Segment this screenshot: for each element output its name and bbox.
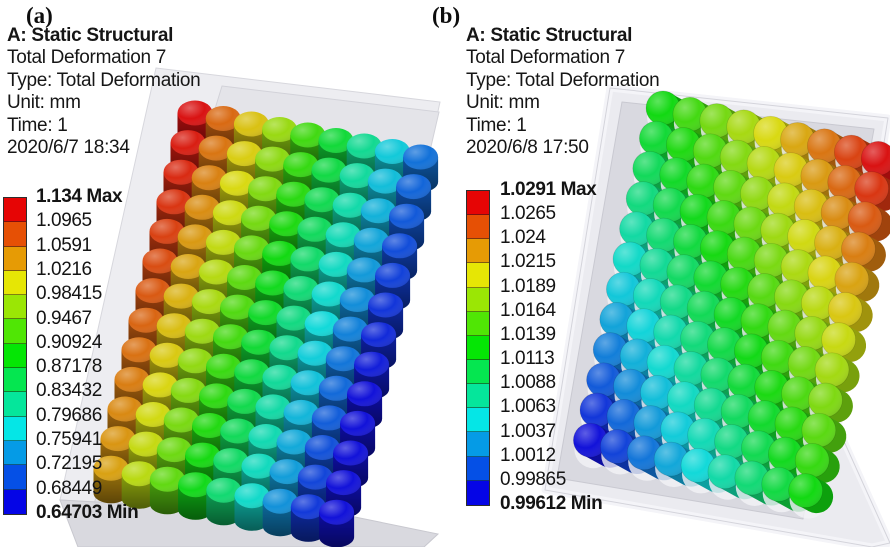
- result-name: Total Deformation 7: [7, 47, 167, 69]
- legend-band: [4, 489, 26, 514]
- tube: [847, 201, 890, 247]
- cylinder: [206, 477, 242, 526]
- tube: [854, 171, 890, 217]
- cylinder: [290, 494, 326, 542]
- legend-value-label: 0.75941: [36, 429, 102, 451]
- panel-label-b: (b): [432, 3, 461, 28]
- legend-value-label: 1.134 Max: [36, 186, 123, 207]
- legend-value-label: 1.0965: [36, 210, 92, 232]
- time-line: Time: 1: [7, 114, 68, 136]
- legend-band: [4, 343, 26, 369]
- legend-value-label: 1.0215: [500, 251, 556, 273]
- cylinder: [276, 181, 312, 230]
- legend-value-label: 1.0291 Max: [500, 179, 597, 200]
- legend-band: [467, 239, 489, 264]
- tube: [788, 473, 834, 519]
- legend-band: [4, 392, 26, 417]
- legend-band: [4, 368, 26, 393]
- legend-value-label: 1.0012: [500, 444, 556, 466]
- analysis-title: A: Static Structural: [7, 25, 174, 46]
- tube: [808, 382, 853, 428]
- legend-band: [4, 222, 26, 247]
- legend-colorbar-a: [3, 197, 27, 515]
- legend-value-label: 0.68449: [36, 477, 102, 499]
- unit-line: Unit: mm: [466, 92, 540, 114]
- analysis-title: A: Static Structural: [466, 25, 633, 46]
- legend-value-label: 1.0164: [500, 299, 556, 321]
- legend-band: [467, 215, 489, 240]
- legend-value-label: 0.90924: [36, 331, 102, 353]
- legend-value-label: 0.99612 Min: [500, 493, 603, 514]
- legend-value-label: 0.98415: [36, 283, 102, 305]
- legend-value-label: 1.0139: [500, 323, 556, 345]
- legend-value-label: 0.99865: [500, 468, 566, 490]
- legend-band: [467, 432, 489, 457]
- legend-band: [467, 359, 489, 385]
- unit-line: Unit: mm: [7, 92, 81, 114]
- cylinder: [93, 455, 129, 504]
- cylinder: [241, 205, 277, 254]
- datetime-line: 2020/6/8 17:50: [466, 137, 589, 159]
- cylinder: [319, 499, 355, 547]
- legend-band: [4, 416, 26, 441]
- legend-value-label: 0.64703 Min: [36, 502, 139, 523]
- legend-value-label: 1.0591: [36, 234, 92, 256]
- legend-value-label: 1.0265: [500, 203, 556, 225]
- legend-band: [467, 480, 489, 505]
- cylinder: [121, 461, 157, 509]
- legend-band: [467, 384, 489, 409]
- legend-band: [467, 335, 489, 360]
- legend-band: [467, 311, 489, 336]
- result-type: Type: Total Deformation: [7, 69, 201, 91]
- legend-value-label: 1.0189: [500, 275, 556, 297]
- cylinder: [178, 472, 214, 520]
- tube: [834, 261, 880, 308]
- legend-value-label: 1.0216: [36, 258, 92, 280]
- legend-band: [4, 198, 26, 223]
- panel-label-a: (a): [26, 3, 53, 28]
- cylinder: [213, 324, 249, 372]
- legend-band: [4, 270, 26, 296]
- time-line: Time: 1: [466, 114, 527, 136]
- result-header-a: A: Static Structural Total Deformation 7…: [7, 25, 201, 159]
- cylinder: [262, 488, 298, 537]
- cylinder: [149, 466, 185, 515]
- cylinder-grid-a: [93, 100, 439, 547]
- legend-value-label: 1.0113: [500, 348, 555, 370]
- legend-value-label: 1.0088: [500, 372, 556, 394]
- legend-band: [4, 295, 26, 320]
- result-name: Total Deformation 7: [466, 47, 626, 69]
- legend-band: [467, 287, 489, 312]
- legend-band: [467, 263, 489, 288]
- legend-value-label: 1.024: [500, 227, 546, 249]
- result-type: Type: Total Deformation: [466, 69, 660, 91]
- datetime-line: 2020/6/7 18:34: [7, 137, 130, 159]
- tube: [814, 352, 860, 398]
- legend-colorbar-b: [466, 190, 490, 506]
- legend-value-label: 0.72195: [36, 453, 102, 475]
- legend-value-label: 1.0037: [500, 420, 556, 442]
- legend-value-label: 0.9467: [36, 307, 92, 329]
- legend-band: [4, 465, 26, 490]
- cylinder: [234, 483, 270, 531]
- legend-band: [467, 408, 489, 433]
- result-header-b: A: Static Structural Total Deformation 7…: [466, 25, 660, 159]
- tube: [841, 231, 886, 277]
- legend-band: [467, 456, 489, 481]
- legend-band: [467, 191, 489, 216]
- legend-value-label: 0.83432: [36, 380, 102, 402]
- legend-band: [4, 319, 26, 344]
- legend-band: [4, 440, 26, 466]
- legend-band: [4, 246, 26, 271]
- legend-value-label: 1.0063: [500, 396, 556, 418]
- legend-value-label: 0.79686: [36, 404, 102, 426]
- tube-grid-b: [573, 90, 890, 519]
- legend-value-label: 0.87178: [36, 356, 102, 378]
